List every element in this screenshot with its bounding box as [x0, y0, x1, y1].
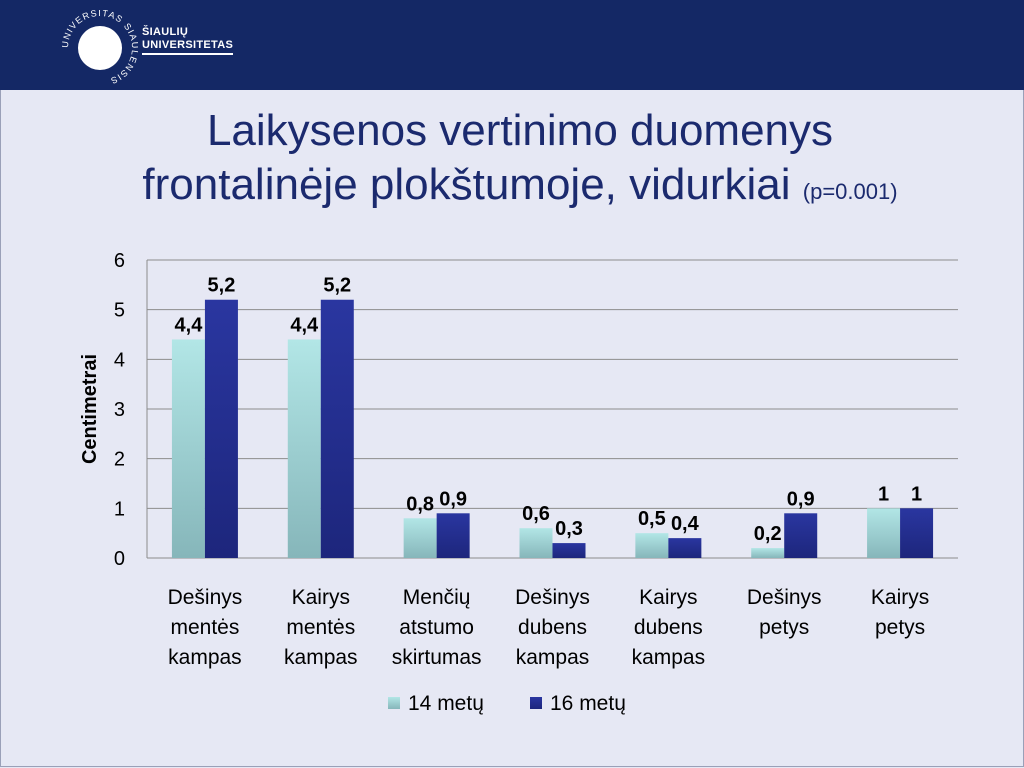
legend-label: 16 metų: [550, 692, 626, 715]
bar-16-1: [320, 299, 354, 558]
legend-swatch-0: [388, 697, 400, 709]
bar-16-5: [784, 513, 818, 558]
university-logo-icon: UNIVERSITAS SIAULENSIS: [62, 10, 138, 86]
x-tick-label: Menčių: [403, 586, 471, 609]
x-tick-label: Dešinys: [515, 586, 590, 609]
data-label: 0,6: [522, 503, 550, 525]
bar-14-2: [403, 518, 437, 558]
bar-14-5: [751, 548, 785, 558]
x-tick-label: mentės: [286, 616, 355, 639]
x-tick-label: Dešinys: [747, 586, 822, 609]
university-name-line1: ŠIAULIŲ: [142, 26, 189, 38]
slide-title-line1: Laikysenos vertinimo duomenys: [206, 106, 834, 155]
x-tick-label: mentės: [170, 616, 239, 639]
x-tick-label: Kairys: [292, 586, 350, 609]
x-tick-label: Kairys: [639, 586, 697, 609]
data-label: 0,9: [787, 488, 815, 510]
slide-title-line2: frontalinėje plokštumoje, vidurkiai: [142, 160, 791, 209]
slide-header: UNIVERSITAS SIAULENSIS ŠIAULIŲ UNIVERSIT…: [0, 0, 1024, 90]
x-tick-label: kampas: [632, 646, 706, 669]
bar-16-3: [552, 543, 586, 558]
bar-16-2: [436, 513, 470, 558]
x-tick-label: atstumo: [399, 616, 474, 639]
x-tick-label: Dešinys: [168, 586, 243, 609]
data-label: 0,9: [439, 488, 467, 510]
legend-swatch-1: [530, 697, 542, 709]
y-tick-label: 2: [114, 449, 125, 471]
bar-14-1: [287, 339, 321, 558]
bar-16-0: [204, 299, 238, 558]
slide-title: Laikysenos vertinimo duomenys frontalinė…: [40, 104, 1000, 219]
slide-title-note: (p=0.001): [802, 179, 898, 204]
x-tick-label: Kairys: [871, 586, 929, 609]
data-label: 0,8: [406, 493, 434, 515]
y-tick-label: 4: [114, 349, 125, 371]
data-label: 0,2: [754, 523, 782, 545]
x-tick-label: petys: [875, 616, 925, 639]
university-name: ŠIAULIŲ UNIVERSITETAS: [142, 26, 234, 55]
y-axis-label: Centimetrai: [79, 354, 101, 464]
y-tick-label: 6: [114, 250, 125, 272]
university-name-line2: UNIVERSITETAS: [142, 39, 234, 55]
y-tick-label: 5: [114, 300, 125, 322]
bar-14-0: [171, 339, 205, 558]
x-tick-label: dubens: [634, 616, 703, 639]
bar-14-4: [635, 533, 669, 558]
data-label: 0,4: [671, 513, 700, 535]
bar-14-6: [867, 508, 901, 558]
data-label: 5,2: [323, 275, 351, 297]
legend-label: 14 metų: [408, 692, 484, 715]
x-tick-label: petys: [759, 616, 809, 639]
data-label: 0,3: [555, 518, 583, 540]
bar-14-3: [519, 528, 553, 558]
data-label: 4,4: [175, 314, 204, 336]
data-label: 1: [878, 483, 889, 505]
x-tick-label: dubens: [518, 616, 587, 639]
data-label: 1: [911, 483, 922, 505]
bar-16-4: [668, 538, 702, 558]
x-tick-label: kampas: [516, 646, 590, 669]
y-tick-label: 3: [114, 399, 125, 421]
x-tick-label: kampas: [284, 646, 358, 669]
y-tick-label: 0: [114, 548, 125, 570]
data-label: 0,5: [638, 508, 666, 530]
data-label: 4,4: [290, 314, 319, 336]
x-tick-label: kampas: [168, 646, 242, 669]
data-label: 5,2: [208, 275, 236, 297]
y-tick-label: 1: [114, 498, 125, 520]
bar-16-6: [900, 508, 934, 558]
x-tick-label: skirtumas: [392, 646, 482, 669]
